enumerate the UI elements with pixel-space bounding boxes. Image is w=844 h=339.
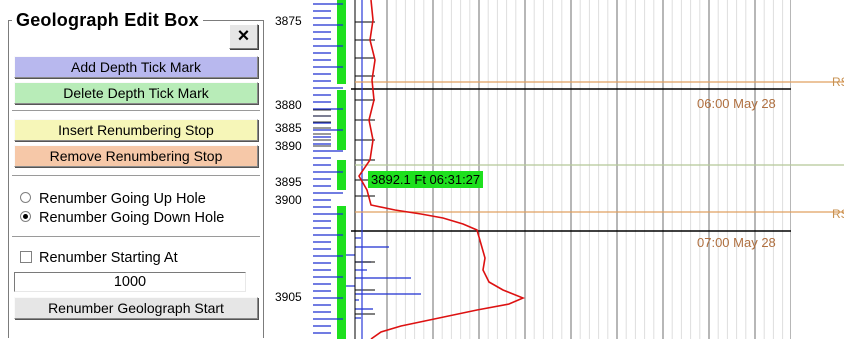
separator (12, 175, 260, 177)
checkbox-icon (20, 251, 32, 263)
depth-label: 3895 (275, 175, 302, 189)
trace-line (358, 0, 526, 339)
time-label: 06:00 May 28 (697, 96, 776, 111)
renumber-geolograph-start-button[interactable]: Renumber Geolograph Start (14, 297, 258, 319)
geolograph-canvas[interactable] (271, 0, 844, 339)
remove-renumbering-stop-button[interactable]: Remove Renumbering Stop (14, 145, 258, 167)
renumber-starting-at-label: Renumber Starting At (39, 250, 178, 266)
separator (12, 236, 260, 238)
renumber-up-hole-radio[interactable]: Renumber Going Up Hole (20, 190, 206, 208)
radio-selected-icon (20, 211, 31, 222)
time-label: 07:00 May 28 (697, 235, 776, 250)
depth-track-segment (337, 0, 346, 84)
depth-label: 3885 (275, 121, 302, 135)
depth-label: 3890 (275, 139, 302, 153)
renumber-down-hole-radio[interactable]: Renumber Going Down Hole (20, 209, 224, 227)
renumbering-stop-label: RS (832, 75, 844, 89)
depth-label: 3875 (275, 14, 302, 28)
close-button[interactable]: × (229, 24, 258, 49)
depth-track-segment (337, 206, 346, 339)
edit-box-title: Geolograph Edit Box (12, 6, 203, 34)
renumber-starting-at-checkbox[interactable]: Renumber Starting At (20, 249, 178, 267)
geolograph-edit-box: Geolograph Edit Box × Add Depth Tick Mar… (0, 0, 271, 339)
renumbering-stop-label: RS (832, 207, 844, 221)
depth-label: 3880 (275, 98, 302, 112)
renumber-start-value-input[interactable]: 1000 (14, 272, 246, 292)
add-depth-tick-mark-button[interactable]: Add Depth Tick Mark (14, 56, 258, 78)
renumber-down-hole-label: Renumber Going Down Hole (39, 210, 225, 226)
depth-label: 3905 (275, 290, 302, 304)
radio-icon (20, 192, 31, 203)
renumber-up-hole-label: Renumber Going Up Hole (39, 191, 206, 207)
delete-depth-tick-mark-button[interactable]: Delete Depth Tick Mark (14, 82, 258, 104)
depth-track-segment (337, 90, 346, 150)
cursor-readout: 3892.1 Ft 06:31:27 (368, 171, 484, 188)
depth-label: 3900 (275, 193, 302, 207)
separator (12, 110, 260, 112)
depth-track-segment (337, 160, 346, 190)
insert-renumbering-stop-button[interactable]: Insert Renumbering Stop (14, 119, 258, 141)
geolograph-plot[interactable]: 3875 3880 3885 3890 3895 3900 3905 06:00… (271, 0, 844, 339)
plot-margin (791, 0, 844, 339)
